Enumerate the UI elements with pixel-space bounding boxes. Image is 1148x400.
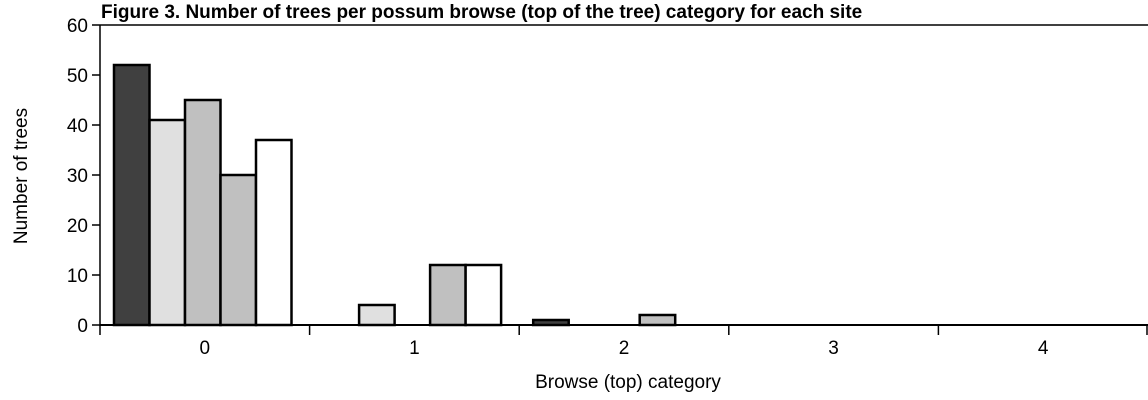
y-tick-label: 10 [67,266,88,287]
bar-cat-0-series-1 [112,63,151,327]
ticks-layer: 0 10 20 30 40 50 60 0 1 2 3 4 [67,16,1148,359]
y-tick-label: 40 [67,116,88,137]
bar-cat-1-series-2 [357,303,396,327]
y-axis-label: Number of trees [11,108,32,244]
x-axis-label: Browse (top) category [535,372,721,393]
x-tick-label: 0 [200,338,211,359]
chart-title: Figure 3. Number of trees per possum bro… [101,2,862,23]
y-tick-label: 60 [67,16,88,37]
bars-layer [112,63,677,327]
bar-cat-0-series-5 [254,138,293,327]
bar-cat-0-series-4 [219,173,258,327]
x-tick-label: 3 [828,338,839,359]
bar-cat-1-series-4 [428,263,467,327]
y-tick-label: 0 [77,316,88,337]
bar-cat-2-series-4 [638,313,677,327]
bar-cat-0-series-2 [148,118,187,327]
y-tick-label: 20 [67,216,88,237]
y-tick-label: 30 [67,166,88,187]
bar-cat-0-series-3 [183,98,222,327]
x-tick-label: 2 [619,338,630,359]
x-tick-label: 4 [1038,338,1049,359]
y-tick-label: 50 [67,66,88,87]
x-tick-label: 1 [409,338,420,359]
bar-cat-1-series-5 [464,263,503,327]
